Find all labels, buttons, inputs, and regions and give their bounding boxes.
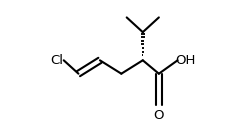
Text: O: O bbox=[154, 109, 164, 122]
Text: Cl: Cl bbox=[50, 54, 64, 67]
Text: OH: OH bbox=[175, 54, 196, 67]
